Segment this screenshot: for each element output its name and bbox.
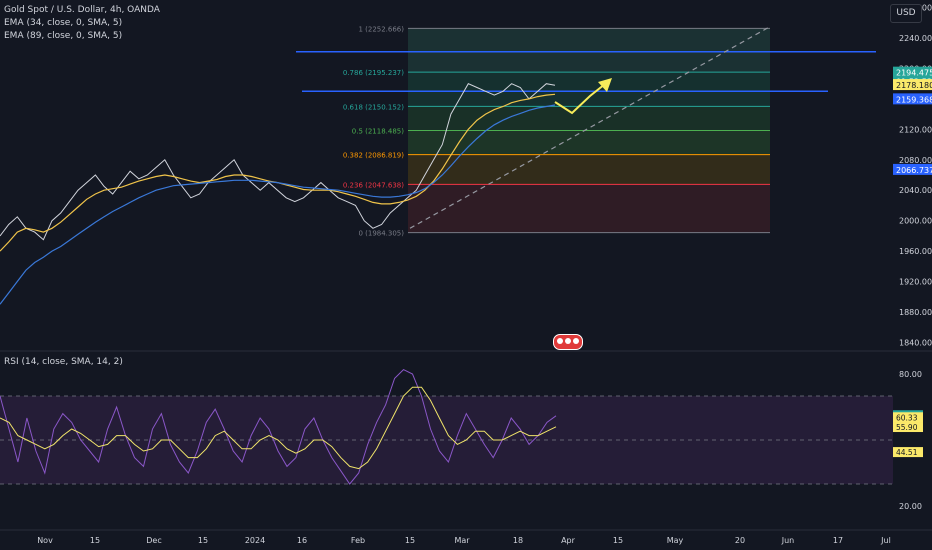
y-tick-label: 2120.000	[899, 125, 932, 134]
price-tag	[893, 79, 932, 91]
fib-level-label: 0.236 (2047.638)	[343, 181, 404, 189]
currency-button[interactable]: USD	[890, 4, 922, 23]
price-tag	[893, 163, 932, 175]
fib-zone	[408, 72, 770, 107]
fib-level-label: 0.5 (2118.485)	[352, 128, 404, 136]
legend-ema-34[interactable]: EMA (34, close, 0, SMA, 5)	[4, 18, 123, 28]
fib-zone	[408, 130, 770, 155]
main-legend: Gold Spot / U.S. Dollar, 4h, OANDA EMA (…	[4, 4, 160, 43]
y-tick-label: 1960.000	[899, 247, 932, 256]
fib-zone	[408, 106, 770, 131]
price-series-line	[0, 83, 556, 241]
price-tag-label: 2159.368	[896, 95, 932, 104]
y-tick-label: 2040.000	[899, 186, 932, 195]
y-tick-label: 1920.000	[899, 278, 932, 287]
x-tick-label: May	[667, 536, 684, 545]
trend-line-dashed	[409, 26, 771, 229]
fib-zone	[408, 154, 770, 185]
y-tick-label: 2080.000	[899, 156, 932, 165]
ema-89-line	[0, 104, 556, 305]
price-tag-label: 2194.475	[896, 69, 932, 78]
y-tick-label: 1840.000	[899, 338, 932, 347]
x-tick-label: Jul	[880, 536, 891, 545]
x-tick-label: 17	[833, 536, 843, 545]
y-tick-label: 2000.000	[899, 217, 932, 226]
fib-level-label: 1 (2252.666)	[358, 25, 404, 33]
x-tick-label: 2024	[245, 536, 265, 545]
us-flag-events-icon[interactable]	[553, 334, 583, 350]
projection-path	[554, 83, 606, 115]
rsi-value-label: 55.90	[896, 423, 918, 432]
x-tick-label: 15	[405, 536, 415, 545]
x-tick-label: 18	[513, 536, 523, 545]
rsi-ma-line	[0, 386, 557, 470]
rsi-value-label: 60.33	[896, 413, 918, 422]
price-tag-label: 2066.737	[896, 166, 932, 175]
price-axis	[893, 0, 932, 550]
fib-level-label: 0.618 (2150.152)	[343, 103, 404, 111]
projection-arrow-head	[598, 78, 612, 92]
rsi-value-tag	[893, 412, 923, 423]
x-tick-label: Dec	[146, 536, 161, 545]
fib-zone	[408, 184, 770, 233]
price-tag	[893, 93, 932, 105]
rsi-value-tag	[893, 447, 923, 458]
x-tick-label: Jun	[781, 536, 795, 545]
x-tick-label: Feb	[351, 536, 365, 545]
y-tick-label: 1880.000	[899, 308, 932, 317]
x-tick-label: 15	[90, 536, 100, 545]
rsi-value-tag	[893, 422, 923, 433]
x-tick-label: Mar	[454, 536, 470, 545]
rsi-legend[interactable]: RSI (14, close, SMA, 14, 2)	[4, 357, 123, 367]
rsi-tick-label: 20.00	[899, 502, 922, 511]
fib-level-label: 0.786 (2195.237)	[343, 69, 404, 77]
rsi-tick-label: 80.00	[899, 370, 922, 379]
x-tick-label: 20	[735, 536, 745, 545]
legend-ema-89[interactable]: EMA (89, close, 0, SMA, 5)	[4, 31, 123, 41]
x-tick-label: 15	[613, 536, 623, 545]
rsi-line	[0, 368, 557, 485]
price-tag-label: 2178.180	[896, 81, 932, 90]
x-tick-label: 16	[297, 536, 307, 545]
price-tag	[893, 66, 932, 78]
rsi-value-label: 44.51	[896, 448, 918, 457]
rsi-band	[0, 396, 893, 484]
x-tick-label: 15	[198, 536, 208, 545]
legend-title[interactable]: Gold Spot / U.S. Dollar, 4h, OANDA	[4, 5, 160, 15]
x-tick-label: Apr	[561, 536, 576, 545]
fib-level-label: 0.382 (2086.819)	[343, 152, 404, 160]
y-tick-label: 2240.000	[899, 34, 932, 43]
x-tick-label: Nov	[37, 536, 53, 545]
fib-level-label: 0 (1984.305)	[358, 230, 404, 238]
fib-zone	[408, 28, 770, 73]
